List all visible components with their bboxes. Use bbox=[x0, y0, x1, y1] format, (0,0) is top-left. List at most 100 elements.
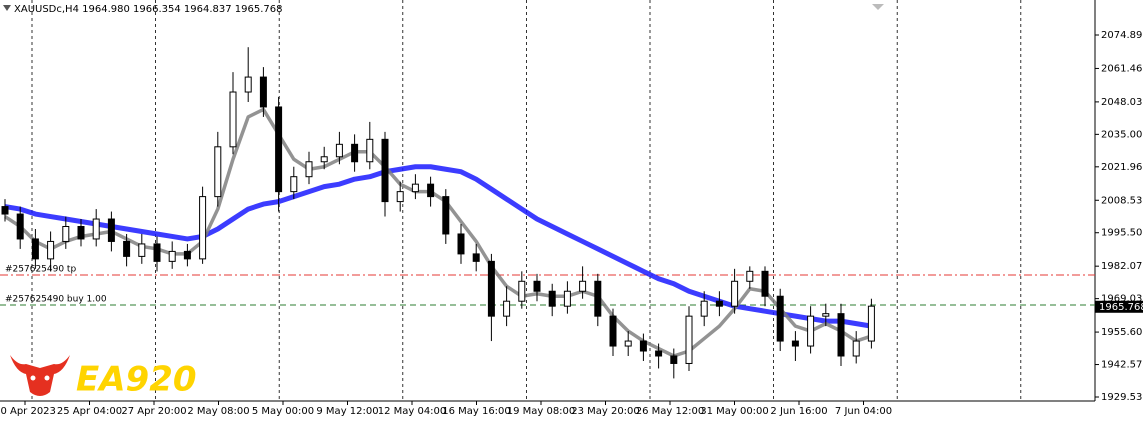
candle-body bbox=[62, 225, 70, 242]
candle bbox=[761, 266, 769, 307]
x-tick-label: 12 May 04:00 bbox=[378, 406, 447, 417]
candle-body bbox=[244, 76, 252, 93]
candle bbox=[16, 206, 24, 249]
candle-body bbox=[685, 315, 693, 364]
candle bbox=[351, 134, 359, 172]
candle-body bbox=[837, 313, 845, 357]
candle-body bbox=[381, 138, 389, 203]
candle bbox=[609, 308, 617, 356]
candle-body bbox=[168, 250, 176, 262]
candle-body bbox=[776, 295, 784, 342]
candle-body bbox=[229, 91, 237, 148]
candle bbox=[579, 266, 587, 299]
candle bbox=[411, 174, 419, 200]
last-price-label: 1965.768 bbox=[1099, 302, 1143, 313]
candle-body bbox=[655, 350, 663, 357]
candle bbox=[183, 243, 191, 267]
candle-body bbox=[579, 280, 587, 292]
candle bbox=[533, 273, 541, 302]
candle bbox=[776, 288, 784, 352]
candle bbox=[335, 131, 343, 165]
candle-body bbox=[214, 146, 222, 198]
candle-body bbox=[715, 300, 723, 307]
candle-body bbox=[503, 300, 511, 317]
candle bbox=[685, 306, 693, 371]
candle bbox=[396, 181, 404, 212]
y-tick-label: 2008.535 bbox=[1101, 195, 1143, 206]
candle-body bbox=[305, 161, 313, 178]
candle-body bbox=[563, 290, 571, 307]
candle-body bbox=[1, 206, 9, 215]
candle-body bbox=[92, 218, 100, 240]
candle-body bbox=[639, 340, 647, 352]
y-tick-label: 1929.535 bbox=[1101, 392, 1143, 403]
candle bbox=[807, 306, 815, 354]
candle bbox=[320, 146, 328, 170]
candle-body bbox=[138, 243, 146, 257]
candle-body bbox=[791, 340, 799, 347]
candle-body bbox=[366, 138, 374, 163]
candle bbox=[47, 231, 55, 272]
candle bbox=[229, 72, 237, 155]
y-tick-label: 1969.035 bbox=[1101, 294, 1143, 305]
candle bbox=[1, 199, 9, 222]
candle-body bbox=[396, 191, 404, 203]
candle bbox=[62, 216, 70, 249]
candle bbox=[852, 331, 860, 364]
candle bbox=[275, 97, 283, 212]
candle bbox=[153, 236, 161, 272]
candle bbox=[199, 186, 207, 264]
candle-body bbox=[487, 260, 495, 317]
y-tick-label: 2021.965 bbox=[1101, 162, 1143, 173]
candle bbox=[214, 131, 222, 207]
candle bbox=[366, 121, 374, 170]
candle bbox=[746, 266, 754, 289]
candle-body bbox=[472, 253, 480, 262]
candle bbox=[867, 298, 875, 349]
candle-body bbox=[533, 280, 541, 292]
candle-body bbox=[153, 243, 161, 262]
y-tick-label: 2048.035 bbox=[1101, 97, 1143, 108]
candle bbox=[639, 333, 647, 361]
candle-body bbox=[518, 280, 526, 302]
candle bbox=[548, 283, 556, 317]
logo-eye bbox=[44, 375, 50, 381]
y-tick-label: 2061.465 bbox=[1101, 63, 1143, 74]
candle bbox=[259, 67, 267, 117]
candle bbox=[290, 166, 298, 200]
y-tick-label: 1995.500 bbox=[1101, 228, 1143, 239]
candle-body bbox=[335, 143, 343, 158]
candle bbox=[472, 243, 480, 272]
y-tick-label: 2074.895 bbox=[1101, 30, 1143, 41]
candle bbox=[244, 47, 252, 102]
logo-bull bbox=[10, 355, 70, 396]
candle-body bbox=[457, 233, 465, 255]
candle bbox=[427, 176, 435, 207]
candle bbox=[563, 281, 571, 314]
x-tick-label: 19 May 08:00 bbox=[507, 406, 576, 417]
x-tick-label: 27 Apr 20:00 bbox=[121, 406, 186, 417]
candle-body bbox=[77, 225, 85, 240]
order-label: #257625490 tp bbox=[5, 265, 76, 275]
candle-body bbox=[31, 238, 39, 260]
candle bbox=[381, 131, 389, 217]
candle-body bbox=[275, 106, 283, 193]
candle-body bbox=[411, 183, 419, 193]
candle-body bbox=[867, 305, 875, 342]
symbol-icon bbox=[3, 5, 11, 11]
candle-body bbox=[624, 340, 632, 347]
candle bbox=[837, 303, 845, 366]
candle bbox=[138, 233, 146, 264]
candle-body bbox=[107, 218, 115, 242]
x-tick-label: 9 May 12:00 bbox=[316, 406, 378, 417]
candle-body bbox=[852, 340, 860, 357]
candle bbox=[442, 189, 450, 244]
candle bbox=[123, 233, 131, 267]
candle-body bbox=[609, 315, 617, 347]
candle-body bbox=[807, 315, 815, 347]
candle-body bbox=[746, 270, 754, 282]
candle-body bbox=[16, 213, 24, 240]
candle-body bbox=[351, 143, 359, 163]
candle-body bbox=[548, 290, 556, 307]
logo-text: EA920 bbox=[76, 360, 197, 400]
